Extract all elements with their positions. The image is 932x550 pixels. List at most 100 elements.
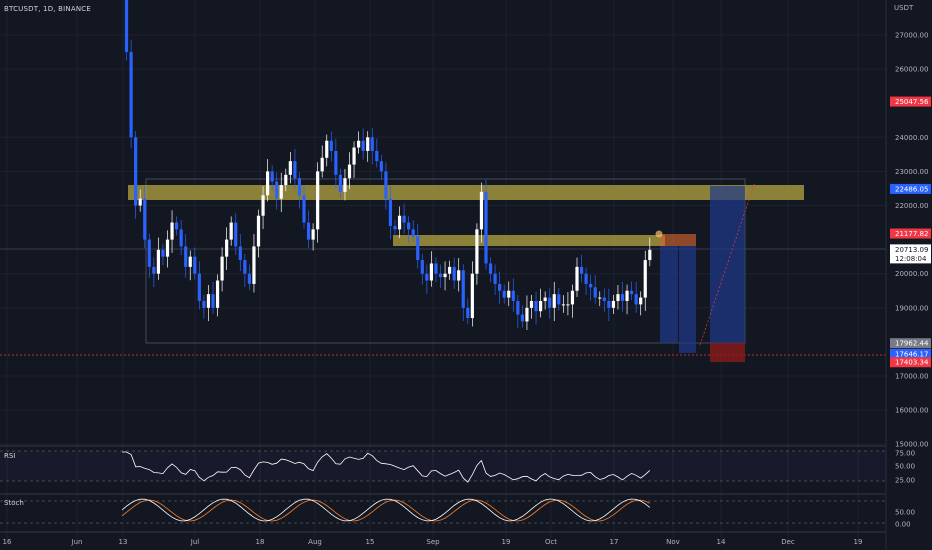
rsi-line: [122, 451, 651, 483]
drawing-layer[interactable]: [0, 0, 886, 546]
time-scale[interactable]: 16 Jun 13 Jul 18 Aug 15 Sep 19 Oct 17 Nov 14 Dec 19: [3, 538, 863, 546]
candle-body: [602, 297, 606, 301]
candle-body: [543, 297, 547, 301]
candle-body: [243, 260, 247, 274]
price-tag: 17646.17: [890, 348, 931, 359]
candle-body: [520, 314, 524, 322]
candle-body: [225, 239, 229, 257]
candle-body: [338, 174, 342, 192]
time-tick-label: Jul: [190, 538, 200, 546]
price-tag-bg: [890, 228, 931, 239]
candle-body: [434, 263, 438, 274]
price-scale[interactable]: 27000.00 26000.00 24000.00 23000.00 22000.00…: [885, 0, 931, 550]
price-tick-label: 22000.00: [895, 202, 928, 210]
time-tick-label: 13: [119, 538, 128, 546]
candle-body: [511, 290, 515, 301]
candle-body: [279, 185, 283, 199]
candle-body: [211, 294, 215, 308]
candle-body: [266, 171, 270, 196]
candle-body: [461, 270, 465, 308]
stoch-d-line: [121, 499, 650, 522]
time-tick-label: Nov: [666, 538, 680, 546]
price-tag-bg: [890, 348, 931, 359]
candle-body: [366, 137, 370, 151]
candle-body: [347, 164, 352, 179]
rsi-pane-label[interactable]: RSI: [4, 452, 16, 460]
candle-body: [425, 273, 429, 281]
candle-body: [639, 297, 643, 305]
candle-body: [548, 297, 552, 308]
candle-body: [438, 273, 443, 278]
price-tag-label: 17962.44: [895, 340, 929, 348]
candle-body: [479, 191, 484, 230]
candle-body: [593, 287, 597, 298]
candle-body: [566, 304, 570, 306]
candle-body: [429, 263, 433, 281]
price-tag-bg: [890, 338, 931, 349]
candle-body: [229, 222, 233, 240]
time-tick-label: Dec: [781, 538, 795, 546]
time-tick-label: Oct: [545, 538, 557, 546]
target-zone: [679, 246, 696, 353]
price-tick-label: 23000.00: [895, 168, 928, 176]
candle-body: [484, 191, 488, 264]
candle-body: [502, 290, 506, 298]
candle-body: [184, 246, 188, 267]
resistance-zone: [128, 185, 804, 200]
candle-body: [525, 307, 529, 322]
candle-body: [407, 222, 411, 230]
candle-body: [297, 178, 302, 196]
candle-body: [143, 198, 147, 240]
currency-label: USDT: [894, 4, 914, 12]
candle-body: [234, 222, 238, 247]
candle-body: [630, 290, 634, 295]
time-tick-label: 14: [717, 538, 726, 546]
candle-body: [316, 171, 320, 230]
candle-body: [470, 273, 474, 319]
candle-body: [352, 147, 356, 165]
time-tick-label: Aug: [308, 538, 322, 546]
stoch-pane-label[interactable]: Stoch: [4, 499, 24, 507]
price-tick-label: 15000.00: [895, 441, 928, 449]
candle-body: [256, 215, 261, 247]
candle-body: [448, 266, 452, 274]
candle-body: [370, 137, 374, 151]
candle-body: [507, 290, 511, 298]
candle-body: [625, 290, 629, 301]
candle-body: [138, 198, 142, 206]
candle-body: [129, 52, 133, 138]
candle-body: [402, 215, 406, 223]
stoch-tick-label: 50.00: [895, 509, 915, 517]
marker-dot: [655, 230, 663, 238]
rsi-tick-label: 50.00: [895, 463, 915, 471]
candle-body: [539, 300, 543, 312]
time-tick-label: 18: [256, 538, 265, 546]
candle-body: [165, 239, 170, 257]
candle-body: [584, 273, 588, 284]
candle-body: [179, 229, 183, 247]
price-tag-bg: [890, 183, 931, 194]
time-tick-label: 16: [3, 538, 12, 546]
candle-body: [452, 266, 456, 281]
candle-body: [493, 273, 497, 284]
symbol-info[interactable]: BTCUSDT, 1D, BINANCE: [4, 5, 91, 13]
candle-body: [388, 198, 393, 226]
candle-body: [411, 229, 415, 237]
candle-body: [561, 304, 565, 306]
price-tag-label: 17403.34: [895, 359, 929, 367]
candle-body: [420, 260, 424, 274]
candle-body: [206, 294, 211, 308]
candle-body: [589, 283, 593, 288]
projection-line: [699, 181, 756, 346]
candle-body: [616, 294, 620, 301]
candle-body: [293, 161, 297, 179]
price-tag-label: 22486.05: [895, 185, 928, 193]
stoch-k-line: [121, 498, 651, 522]
candle-body: [152, 266, 156, 274]
price-tag: 25047.56: [890, 96, 931, 107]
candle-body: [498, 283, 502, 291]
candle-body: [611, 300, 615, 308]
price-series[interactable]: [120, 0, 652, 330]
candle-body: [284, 174, 288, 186]
